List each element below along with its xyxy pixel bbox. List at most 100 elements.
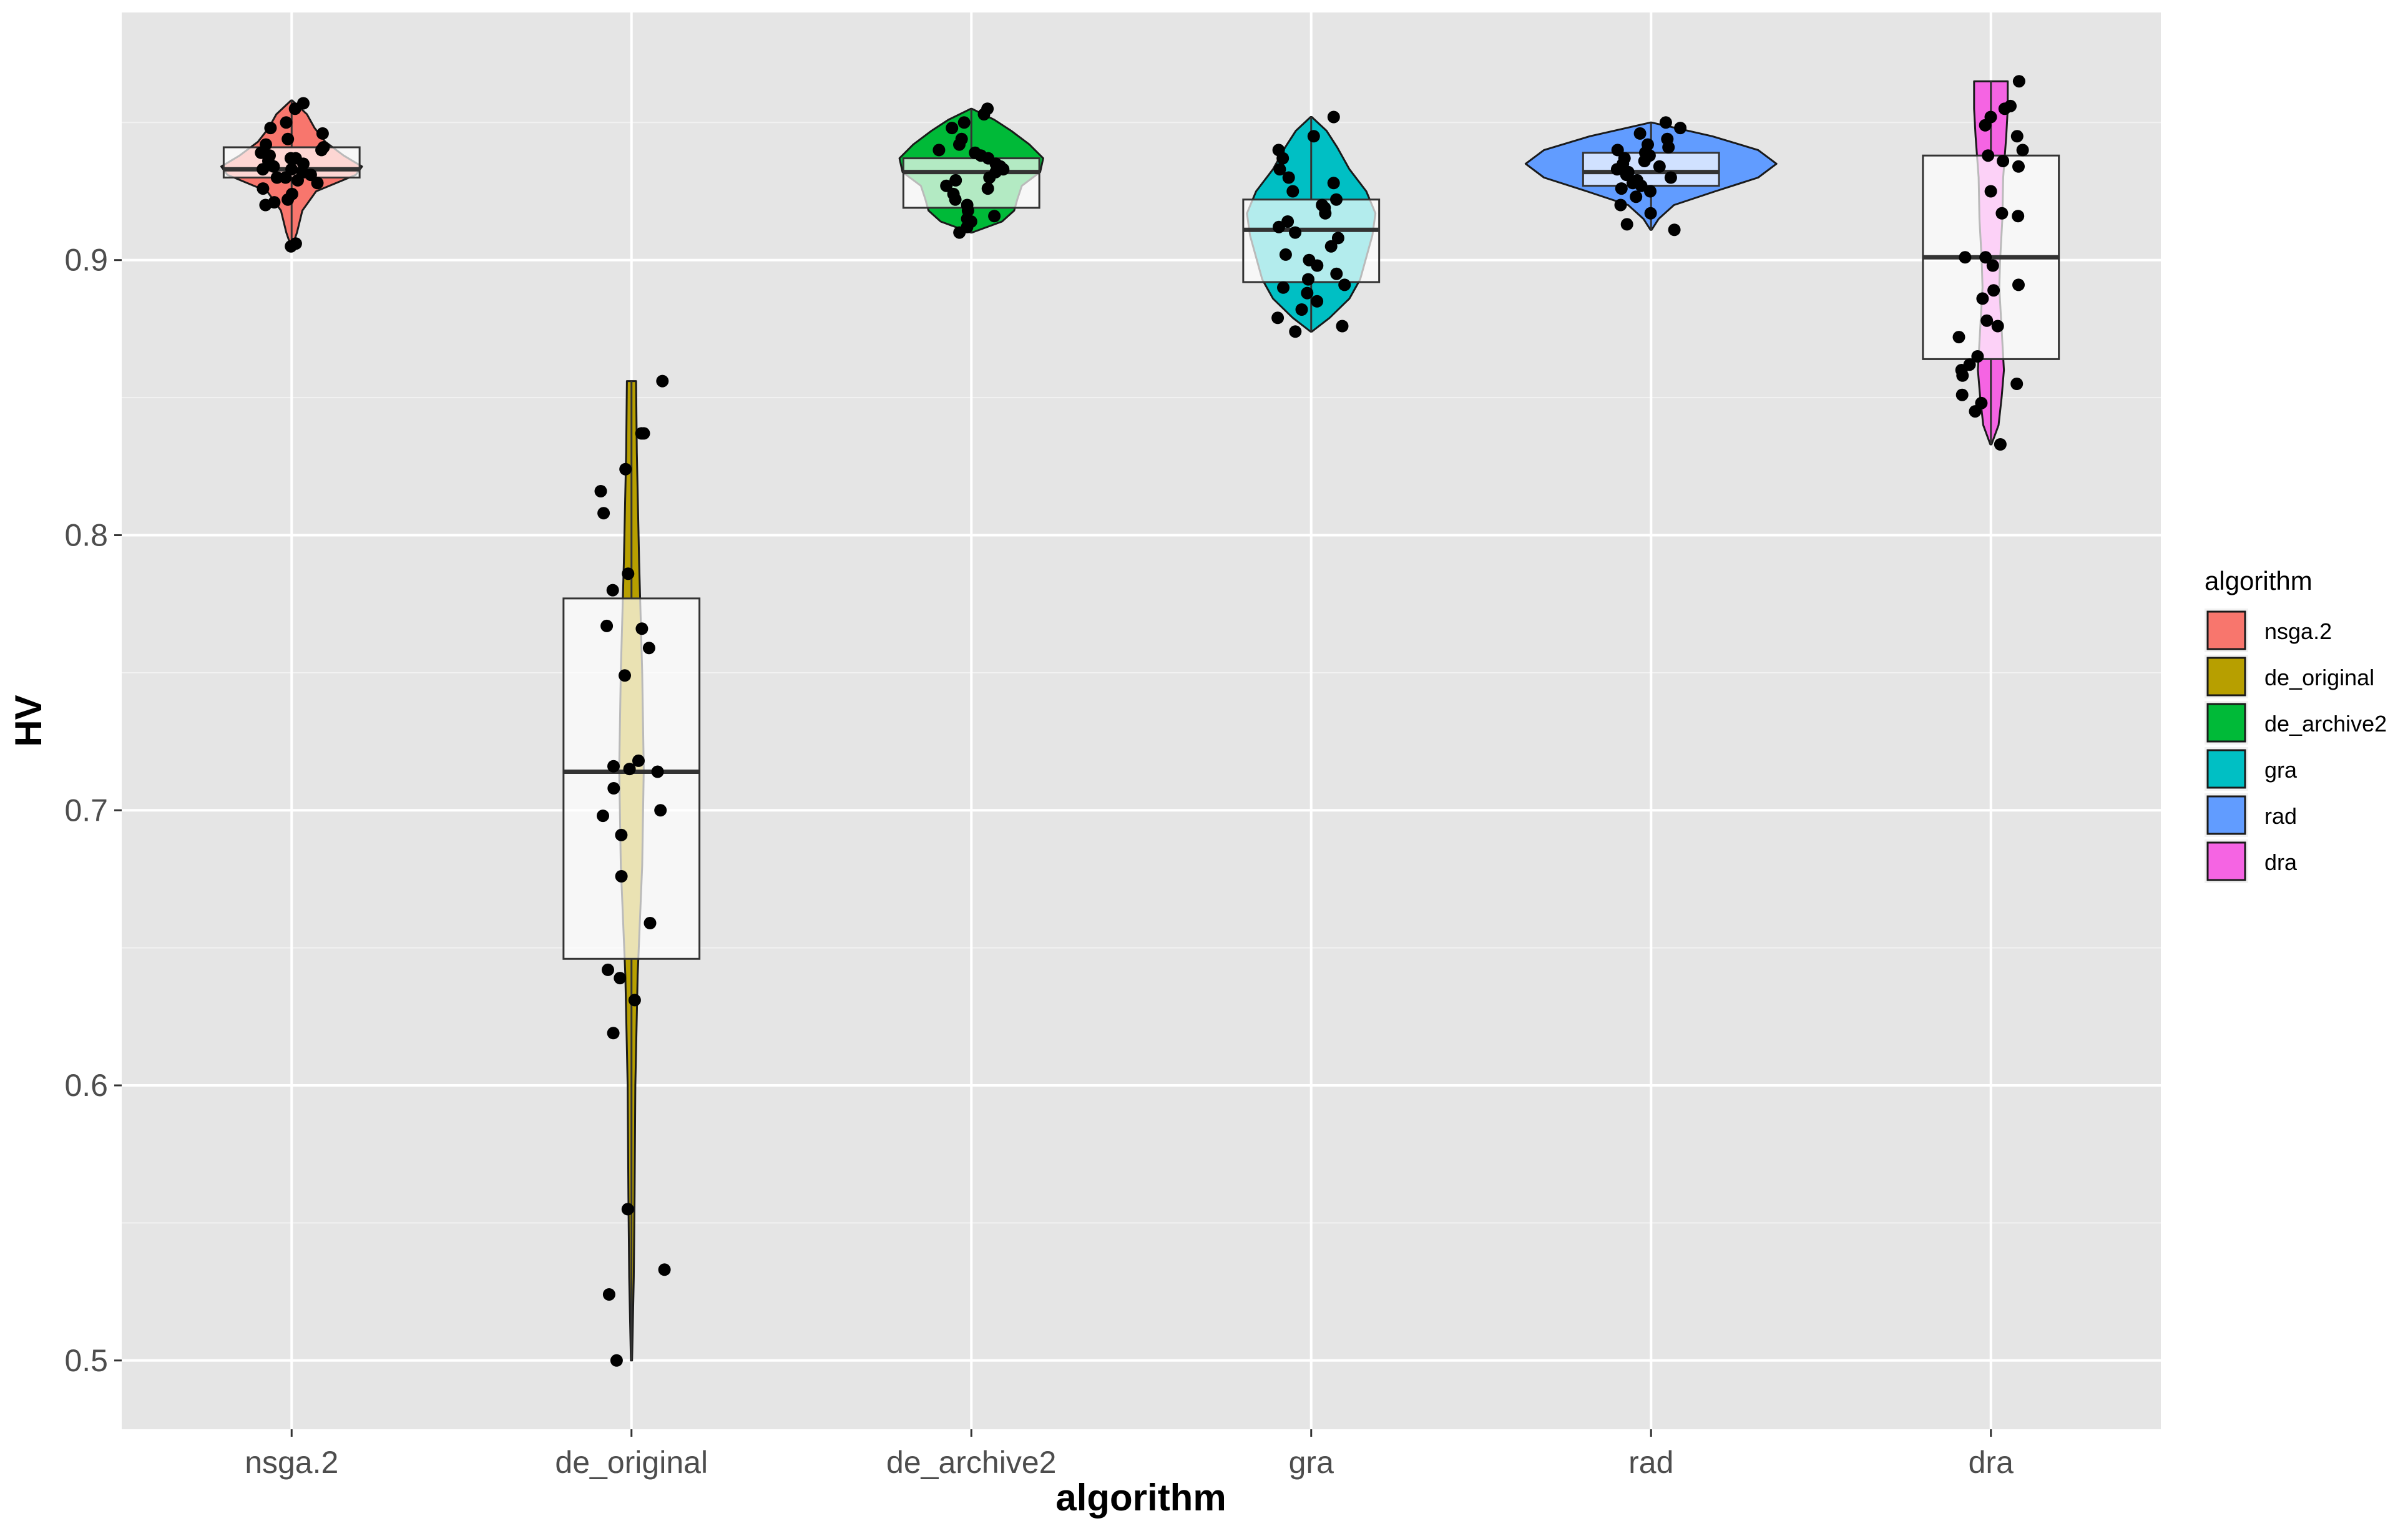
legend-key-dra (2206, 841, 2246, 881)
data-point (947, 187, 960, 200)
data-point (1327, 177, 1340, 190)
legend-label: de_archive2 (2264, 711, 2387, 736)
data-point (1991, 320, 2004, 333)
data-point (940, 179, 953, 192)
data-point (297, 97, 310, 110)
legend-label: nsga.2 (2264, 619, 2332, 644)
data-point (1984, 110, 1997, 124)
data-point (981, 182, 994, 195)
x-tick-label: rad (1628, 1445, 1673, 1480)
data-point (607, 782, 620, 795)
data-point (614, 972, 627, 985)
data-point (1295, 303, 1308, 316)
legend-key-de_original (2206, 657, 2246, 697)
y-tick-label: 0.8 (64, 517, 108, 552)
data-point (1614, 198, 1627, 212)
data-point (932, 144, 946, 157)
legend-label: gra (2264, 757, 2298, 783)
data-point (1272, 144, 1285, 157)
y-axis: 0.5 0.6 0.7 0.8 0.9 (64, 243, 122, 1378)
data-point (597, 809, 609, 823)
data-point (949, 174, 962, 187)
data-point (270, 171, 283, 184)
data-point (317, 141, 330, 154)
data-point (1979, 251, 1992, 264)
data-point (615, 870, 628, 883)
data-point (2016, 144, 2029, 157)
data-point (1620, 218, 1633, 231)
data-point (264, 122, 277, 135)
data-point (1644, 207, 1657, 220)
data-point (289, 237, 302, 250)
data-point (268, 196, 281, 209)
box (902, 157, 1040, 209)
data-point (981, 102, 994, 115)
data-point (316, 127, 329, 140)
y-tick-label: 0.7 (64, 793, 108, 828)
box (1242, 198, 1381, 283)
data-point (602, 1288, 615, 1301)
data-point (1630, 190, 1643, 203)
data-point (1289, 325, 1302, 338)
data-point (1971, 350, 1984, 363)
data-point (957, 116, 971, 129)
data-point (260, 138, 272, 151)
data-point (1642, 138, 1654, 151)
data-point (1975, 396, 1988, 409)
data-point (1324, 240, 1338, 253)
data-point (1659, 116, 1672, 129)
data-point (2012, 278, 2025, 291)
data-point (1289, 226, 1302, 239)
data-point (1644, 185, 1657, 198)
data-point (955, 132, 968, 145)
data-point (615, 828, 628, 841)
data-point (1336, 320, 1349, 333)
x-axis-title: algorithm (1055, 1477, 1226, 1519)
data-point (602, 963, 614, 976)
data-point (1987, 284, 2000, 297)
data-point (1271, 311, 1285, 325)
data-point (1338, 278, 1351, 291)
data-point (1611, 144, 1624, 157)
data-point (1664, 171, 1677, 184)
boxplot-de_original (562, 381, 701, 1361)
data-point (1980, 314, 1994, 327)
data-point (621, 1203, 634, 1216)
data-point (1330, 193, 1343, 206)
data-point (594, 485, 607, 497)
data-point (1307, 130, 1320, 143)
data-point (1281, 215, 1295, 228)
data-point (969, 146, 982, 159)
data-point (644, 917, 657, 929)
data-point (2010, 378, 2024, 390)
legend-key-rad (2206, 795, 2246, 835)
data-point (1273, 163, 1286, 176)
data-point (658, 1263, 671, 1276)
data-point (1995, 207, 2009, 220)
data-point (1982, 149, 1995, 162)
data-point (623, 763, 636, 776)
legend-label: rad (2264, 803, 2297, 829)
boxplot-de_archive2 (902, 109, 1040, 233)
legend-title: algorithm (2205, 566, 2313, 595)
data-point (1286, 185, 1299, 198)
data-point (654, 804, 667, 817)
box (562, 597, 701, 960)
data-point (1615, 182, 1628, 195)
data-point (1618, 152, 1631, 165)
y-tick-label: 0.5 (64, 1343, 108, 1378)
data-point (1959, 251, 1972, 264)
legend: algorithm nsga.2 de_original de_archive2gr… (2205, 566, 2387, 883)
data-point (1282, 171, 1295, 184)
data-point (946, 122, 959, 135)
data-point (619, 462, 632, 476)
data-point (1302, 273, 1314, 286)
data-point (1952, 331, 1965, 344)
data-point (632, 754, 645, 767)
data-point (1994, 438, 2007, 451)
jitter-points (255, 75, 2029, 1367)
data-point (607, 1027, 620, 1040)
y-axis-title: HV (7, 695, 49, 746)
data-point (280, 116, 293, 129)
data-point (2012, 160, 2025, 173)
